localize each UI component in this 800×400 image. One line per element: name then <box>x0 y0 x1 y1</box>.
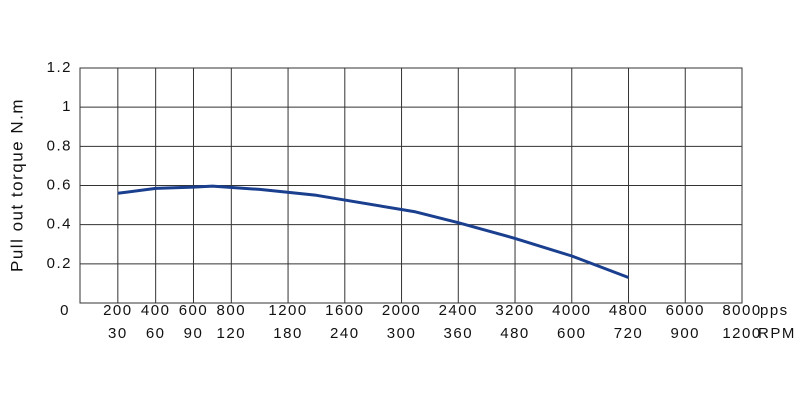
x2-tick-label: 360 <box>444 325 474 342</box>
x2-tick-label: 300 <box>387 325 417 342</box>
y-tick-label: 0.2 <box>47 255 72 272</box>
y-tick-label: 1 <box>62 98 72 115</box>
x-tick-label: 2400 <box>439 302 478 319</box>
y-tick-label: 0.6 <box>47 176 72 193</box>
x2-tick-label: 1200 <box>722 325 761 342</box>
x-tick-label: 8000 <box>722 302 761 319</box>
x2-tick-label: 600 <box>557 325 587 342</box>
x2-tick-label: 90 <box>184 325 204 342</box>
x2-tick-label: 120 <box>217 325 247 342</box>
x-tick-label: 0 <box>60 302 70 319</box>
x2-tick-label: 30 <box>108 325 128 342</box>
y-tick-label: 0.8 <box>47 137 72 154</box>
y-tick-label: 1.2 <box>47 59 72 76</box>
x-unit: pps <box>760 302 789 319</box>
x-tick-label: 4800 <box>609 302 648 319</box>
x2-tick-label: 60 <box>146 325 166 342</box>
x-tick-label: 4000 <box>552 302 591 319</box>
x-tick-label: 1200 <box>268 302 307 319</box>
y-axis-label: Pull out torque N.m <box>7 98 26 272</box>
x2-tick-label: 480 <box>500 325 530 342</box>
x2-unit: RPM <box>758 325 796 342</box>
torque-line <box>117 184 630 279</box>
x-tick-label: 200 <box>103 302 133 319</box>
x-tick-label: 6000 <box>666 302 705 319</box>
y-tick-label: 0.4 <box>47 216 72 233</box>
x2-tick-label: 180 <box>273 325 303 342</box>
x2-tick-label: 900 <box>670 325 700 342</box>
x-tick-label: 3200 <box>495 302 534 319</box>
x-tick-label: 1600 <box>325 302 364 319</box>
x2-tick-label: 720 <box>614 325 644 342</box>
x-tick-label: 600 <box>179 302 209 319</box>
x-tick-label: 800 <box>217 302 247 319</box>
x-tick-label: 400 <box>141 302 171 319</box>
x2-tick-label: 240 <box>330 325 360 342</box>
x-tick-label: 2000 <box>382 302 421 319</box>
